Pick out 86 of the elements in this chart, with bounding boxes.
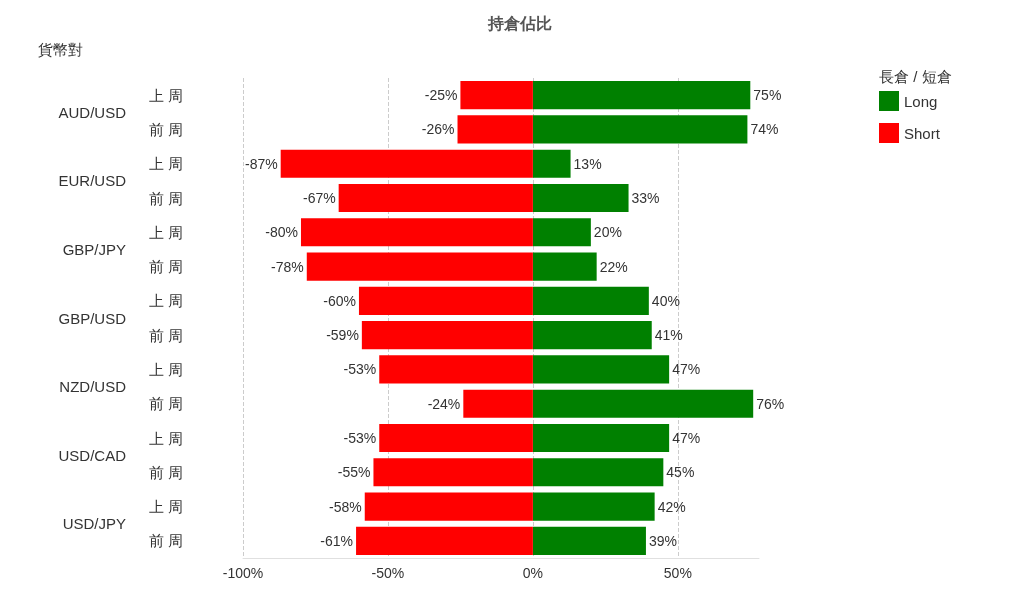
bar: [457, 115, 533, 144]
bar: [532, 149, 571, 178]
data-label: 76%: [756, 395, 785, 412]
bar: [379, 423, 533, 453]
y-tick-label: 上 周: [148, 498, 183, 516]
bar: [532, 423, 670, 453]
bar: [532, 115, 748, 144]
bar: [532, 81, 751, 110]
y-tick-label: 上 周: [148, 223, 183, 241]
data-label: -80%: [265, 224, 298, 241]
data-label: -53%: [343, 430, 377, 446]
text: NZD/USD: [59, 378, 127, 396]
text: AUD/USD: [58, 103, 127, 121]
x-tick-label: 0%: [522, 565, 543, 581]
y-tick-label: 前 周: [148, 120, 183, 138]
data-label: -87%: [245, 155, 278, 172]
data-label: -53%: [343, 361, 377, 378]
y-tick-label: 上 周: [148, 360, 183, 378]
bar: [532, 218, 591, 247]
bar: [379, 355, 533, 384]
y-tick-label: 前 周: [148, 463, 183, 481]
data-label: -58%: [329, 498, 362, 515]
bar: [373, 458, 533, 487]
text: EUR/USD: [58, 172, 127, 190]
data-label: -55%: [337, 464, 371, 481]
y-tick-label: 前 周: [148, 258, 183, 276]
y-tick-label: 上 周: [148, 86, 183, 104]
bar: [300, 218, 533, 247]
legend-title: 長倉 / 短倉: [879, 68, 952, 85]
data-label: -24%: [427, 395, 461, 412]
data-label: 39%: [648, 532, 677, 549]
data-label: 45%: [666, 464, 695, 481]
x-tick-label: 50%: [663, 565, 692, 581]
data-label: 22%: [599, 258, 628, 275]
bar: [356, 526, 533, 555]
bar: [532, 526, 646, 555]
data-label: 42%: [657, 498, 686, 515]
y-axis-title: 貨幣對: [38, 41, 83, 58]
data-label: 40%: [651, 292, 680, 309]
bar: [532, 183, 629, 213]
bar: [306, 252, 533, 281]
data-label: 47%: [672, 361, 701, 378]
x-tick-label: -50%: [371, 565, 405, 581]
data-label: 75%: [753, 87, 782, 104]
bar: [460, 81, 533, 110]
y-tick-label: 上 周: [148, 429, 183, 447]
y-tick-label: 上 周: [148, 155, 183, 173]
data-label: -26%: [421, 121, 455, 138]
bar: [532, 389, 754, 418]
bar: [358, 286, 533, 315]
y-tick-label: 前 周: [148, 326, 183, 344]
bar: [280, 149, 533, 178]
data-label: 20%: [593, 224, 622, 241]
bar: [463, 389, 533, 418]
text: USD/JPY: [62, 515, 126, 533]
y-tick-label: 上 周: [148, 292, 183, 310]
bar: [532, 252, 597, 281]
bar: [532, 492, 655, 521]
data-label: -60%: [323, 292, 356, 309]
data-label: -59%: [326, 327, 359, 344]
data-label: 41%: [654, 327, 683, 344]
data-label: 33%: [631, 190, 660, 206]
text: GBP/USD: [58, 309, 127, 327]
bar: [338, 183, 533, 213]
data-label: -61%: [320, 532, 354, 549]
bar: [361, 321, 533, 350]
data-label: 74%: [750, 121, 779, 138]
y-tick-label: 前 周: [148, 189, 183, 207]
data-label: 47%: [672, 430, 701, 446]
y-tick-label: 前 周: [148, 532, 183, 550]
bar: [364, 492, 533, 521]
x-tick-label: -100%: [222, 565, 264, 581]
data-label: -67%: [302, 190, 336, 206]
bar: [532, 458, 664, 487]
bar: [532, 321, 652, 350]
bar: [532, 355, 670, 384]
legend-label: Long: [904, 92, 938, 110]
data-label: -25%: [424, 87, 458, 104]
legend-label: Short: [904, 124, 941, 142]
data-label: -78%: [271, 258, 304, 275]
text: USD/CAD: [58, 446, 127, 464]
bar: [532, 286, 649, 315]
text: GBP/JPY: [62, 240, 126, 258]
data-label: 13%: [573, 155, 602, 172]
chart-title: 持倉佔比: [487, 14, 552, 32]
y-tick-label: 前 周: [148, 395, 183, 413]
